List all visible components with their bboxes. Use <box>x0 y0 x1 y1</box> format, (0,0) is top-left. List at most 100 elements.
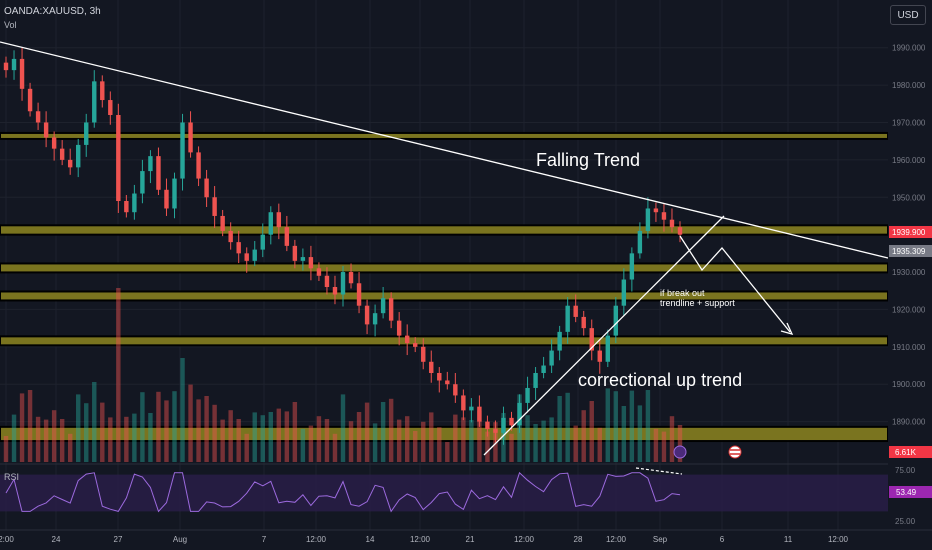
price-tick-label: 1980.000 <box>892 81 926 90</box>
volume-bar <box>613 391 619 462</box>
volume-bar <box>100 402 105 462</box>
volume-bar <box>340 394 346 462</box>
candle-body <box>308 257 314 269</box>
time-tick-label: 14 <box>366 535 375 544</box>
volume-bar <box>565 392 570 462</box>
volume-bar <box>533 424 538 462</box>
rsi-tick-label: 25.00 <box>895 517 916 526</box>
time-tick-label: 6 <box>720 535 725 544</box>
zone-band <box>0 262 889 274</box>
volume-bar <box>204 396 209 462</box>
candle-body <box>429 361 434 373</box>
time-tick-label: 21 <box>466 535 475 544</box>
volume-bar <box>188 384 193 462</box>
candle-body <box>549 350 554 366</box>
candle-body <box>605 335 610 362</box>
candle-body <box>469 406 474 411</box>
volume-bar <box>677 425 683 462</box>
candle-body <box>372 313 378 325</box>
time-tick-label: 12:00 <box>514 535 535 544</box>
volume-bar <box>3 436 9 462</box>
volume-bar <box>388 398 394 462</box>
candle-body <box>645 208 651 231</box>
volume-bar <box>653 428 659 462</box>
candle-body <box>453 384 458 396</box>
volume-bar <box>661 431 667 462</box>
candle-body <box>501 417 506 433</box>
candle-body <box>180 122 185 179</box>
candle-body <box>27 88 33 112</box>
volume-bars <box>3 288 683 462</box>
candle-body <box>637 230 643 254</box>
candle-body <box>629 253 635 280</box>
time-tick-label: 12:00 <box>306 535 327 544</box>
time-tick-label: 7 <box>262 535 267 544</box>
candle-body <box>356 283 362 306</box>
candle-body <box>292 245 298 261</box>
candle-body <box>597 350 602 362</box>
price-tick-label: 1930.000 <box>892 268 926 277</box>
candle-body <box>533 373 538 388</box>
time-tick-label: 27 <box>114 535 123 544</box>
volume-tag-label: 6.61K <box>895 448 917 457</box>
time-tick-label: 12:00 <box>410 535 431 544</box>
volume-bar <box>92 382 97 462</box>
price-tag <box>889 245 932 257</box>
candle-body <box>445 380 450 385</box>
time-tick-label: 24 <box>52 535 61 544</box>
rsi-value-tag <box>889 486 932 498</box>
candle-body <box>212 197 217 216</box>
volume-bar <box>404 416 410 462</box>
volume-bar <box>300 428 306 462</box>
volume-bar <box>19 393 25 462</box>
volume-bar <box>605 388 610 462</box>
volume-bar <box>228 410 233 462</box>
volume-bar <box>260 415 265 462</box>
volume-bar <box>541 420 546 462</box>
candle-body <box>132 193 137 213</box>
price-tag-label: 1935.309 <box>892 247 926 256</box>
volume-bar <box>268 412 273 462</box>
price-tick-label: 1890.000 <box>892 418 926 427</box>
candle-body <box>244 253 249 261</box>
candle-body <box>332 287 338 295</box>
candle-body <box>300 257 306 261</box>
volume-bar <box>67 433 73 462</box>
volume-bar <box>549 417 554 462</box>
currency-button[interactable]: USD <box>890 5 926 25</box>
candle-body <box>276 212 282 228</box>
volume-bar <box>485 431 490 462</box>
candle-body <box>43 122 49 138</box>
volume-bar <box>332 433 338 462</box>
volume-bar <box>380 402 386 462</box>
candle-body <box>413 343 418 347</box>
candle-body <box>228 230 233 243</box>
candle-body <box>388 298 394 321</box>
volume-bar <box>156 391 161 462</box>
time-tick-label: 28 <box>574 535 583 544</box>
candle-body <box>421 346 426 362</box>
zone-band <box>0 290 889 302</box>
volume-bar <box>51 410 57 462</box>
falling-trend-label: Falling Trend <box>536 150 640 170</box>
falling-trendline <box>0 41 889 259</box>
candle-body <box>485 421 490 430</box>
candle-body <box>509 417 514 426</box>
candle-body <box>461 395 466 411</box>
candle-body <box>140 171 145 194</box>
candle-body <box>76 144 81 168</box>
price-tick-label: 1990.000 <box>892 44 926 53</box>
candle-body <box>252 249 257 261</box>
volume-bar <box>35 416 41 462</box>
candle-body <box>324 275 330 287</box>
candle-body <box>348 272 354 284</box>
candle-body <box>108 100 113 115</box>
rsi-line <box>5 471 681 513</box>
volume-bar <box>437 427 442 462</box>
candle-body <box>100 81 105 101</box>
candle-body <box>124 201 129 213</box>
candle-body <box>613 305 619 336</box>
volume-bar <box>108 417 113 462</box>
